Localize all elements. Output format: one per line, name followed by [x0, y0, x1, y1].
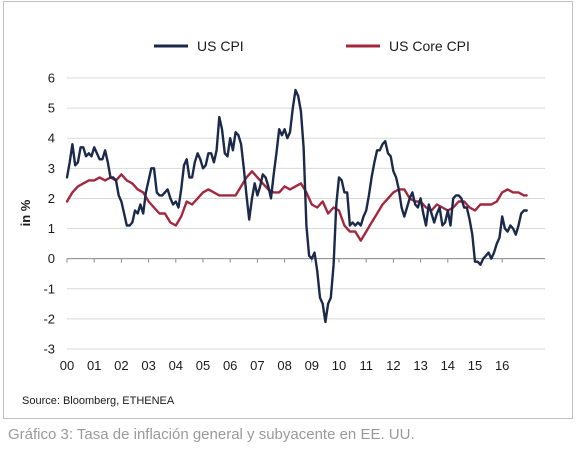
series-lines	[65, 88, 528, 324]
x-tick-label: 04	[169, 358, 183, 373]
x-tick-label: 12	[386, 358, 400, 373]
x-tick-label: 01	[87, 358, 101, 373]
x-axis: 00 01 02 03 04 05 06 07 08 09 10 11 12 13 14 15 16	[60, 258, 509, 373]
y-tick-label: 6	[48, 71, 55, 86]
y-axis-label: in %	[18, 199, 33, 226]
legend-label-us-cpi: US CPI	[197, 38, 244, 54]
x-tick-label: 09	[305, 358, 319, 373]
x-tick-label: 13	[413, 358, 427, 373]
x-tick-label: 03	[141, 358, 155, 373]
figure-caption: Gráfico 3: Tasa de inflación general y s…	[8, 426, 415, 443]
grid	[67, 77, 545, 350]
x-tick-label: 00	[60, 358, 74, 373]
y-tick-label: 2	[48, 191, 55, 206]
y-tick-label: 0	[48, 251, 55, 266]
legend-label-us-core-cpi: US Core CPI	[389, 38, 470, 54]
series-line-us-cpi	[65, 88, 528, 324]
x-tick-label: 11	[359, 358, 373, 373]
x-tick-label: 06	[223, 358, 237, 373]
y-tick-label: 4	[48, 131, 55, 146]
x-tick-label: 05	[196, 358, 210, 373]
x-tick-label: 02	[114, 358, 128, 373]
y-tick-label: 5	[48, 101, 55, 116]
x-tick-label: 08	[277, 358, 291, 373]
x-tick-label: 07	[250, 358, 264, 373]
y-tick-label: 3	[48, 161, 55, 176]
x-tick-label: 14	[441, 358, 455, 373]
x-tick-label: 16	[495, 358, 509, 373]
y-tick-label: -3	[43, 342, 55, 357]
legend: US CPI US Core CPI	[154, 38, 470, 54]
y-tick-label: -1	[43, 281, 55, 296]
x-tick-label: 15	[468, 358, 482, 373]
y-tick-label: 1	[48, 221, 55, 236]
x-tick-label: 10	[332, 358, 346, 373]
y-tick-label: -2	[43, 311, 55, 326]
y-axis: 6 5 4 3 2 1 0 -1 -2 -3	[43, 71, 55, 357]
source-note: Source: Bloomberg, ETHENEA	[22, 395, 175, 407]
series-line-us-core-cpi	[65, 170, 528, 242]
